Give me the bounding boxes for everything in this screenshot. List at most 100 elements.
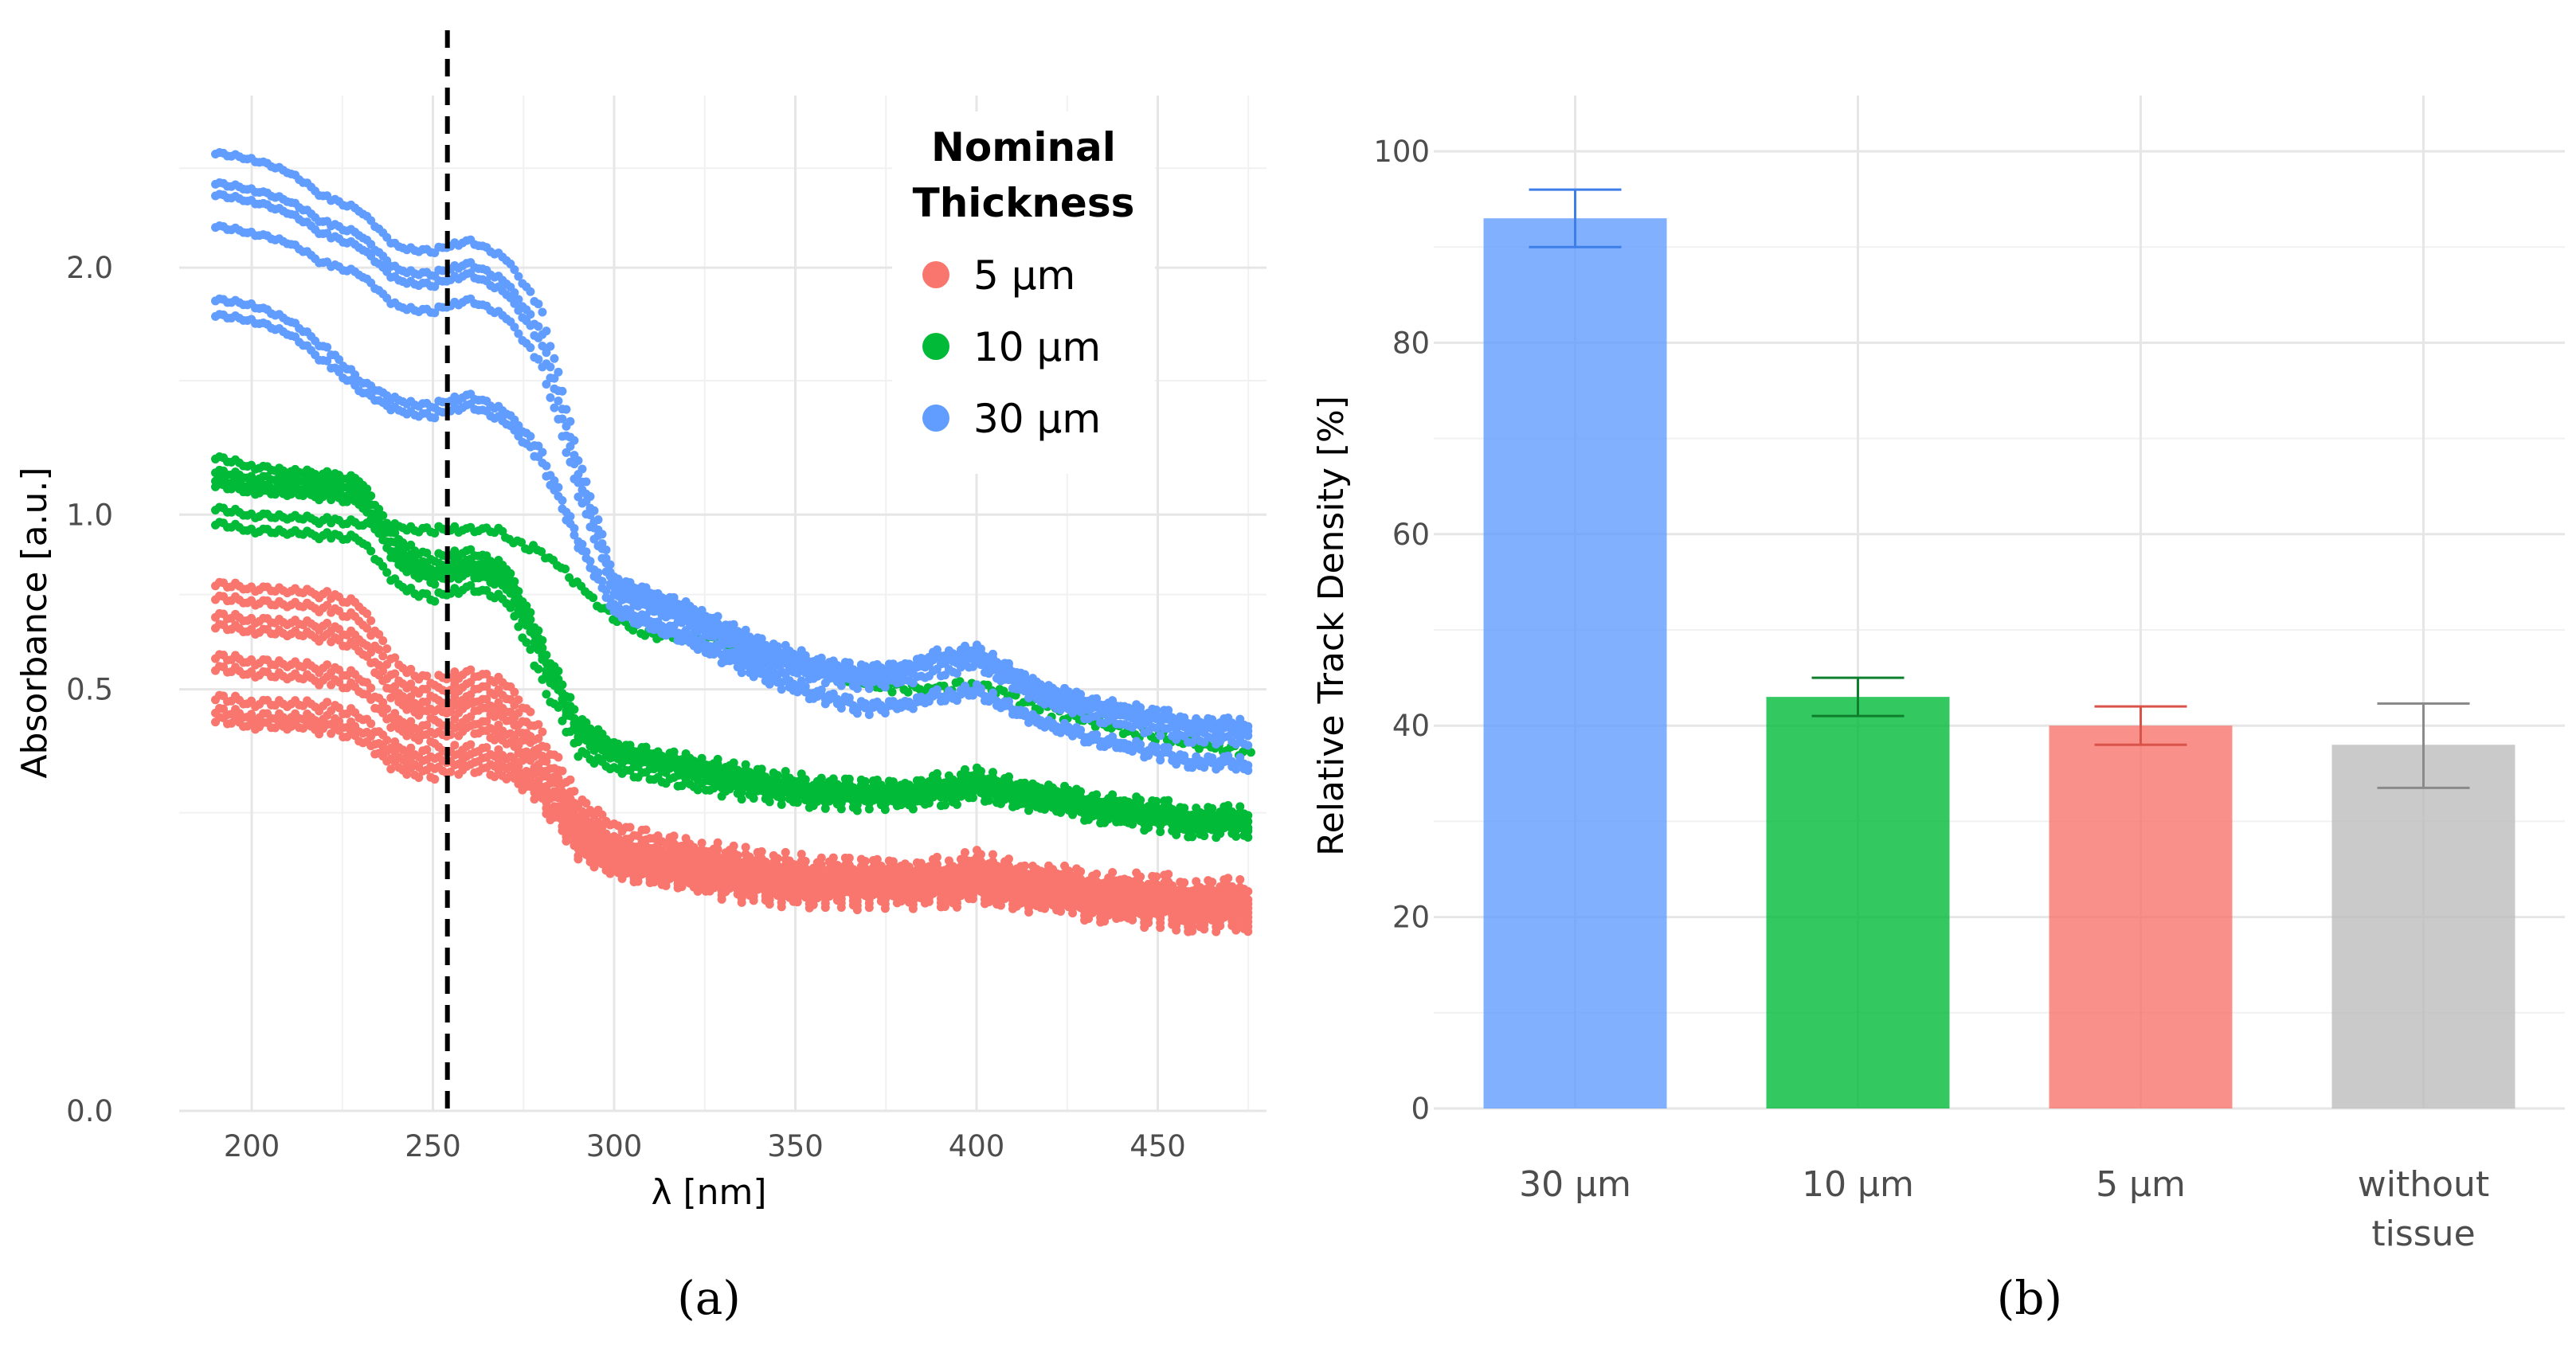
10m-series-point [860,796,870,806]
30m-series-point [526,287,535,296]
5m-series-point [988,857,997,866]
5m-series-point [717,894,726,904]
5m-series-point [422,671,432,681]
5m-series-point [422,755,432,764]
5m-series-point [860,891,870,901]
10m-series-point [852,806,862,815]
5m-series-point [872,889,882,898]
5m-series-point [633,877,643,886]
5m-series-point [733,889,742,899]
5m-series-point [737,897,746,907]
5m-series-point [526,782,535,792]
5m-series-point [510,700,519,710]
5m-series-point [741,850,750,859]
5m-series-point [510,721,519,730]
30m-series-point [577,499,587,508]
5m-series-point [1020,897,1030,907]
30m-series-point [593,542,603,551]
30m-series-point [1004,675,1013,685]
10m-series-point [554,685,563,694]
10m-series-point [382,568,392,577]
5m-series-point [554,765,563,775]
30m-series-point [581,510,591,519]
5m-series-point [482,694,491,704]
5m-series-point [1152,909,1161,918]
5m-series-point [864,903,874,913]
30m-series-point [988,665,997,674]
30m-series-point [713,630,722,639]
5m-series-point [554,753,563,762]
30m-series-point [550,354,559,363]
5m-series-point [362,641,372,651]
5m-series-point [362,609,372,619]
10m-series-point [801,795,810,804]
5m-series-point [406,726,416,736]
5m-series-point [538,727,547,737]
5m-series-point [625,834,635,843]
5m-series-point [924,897,934,906]
5m-series-point [729,841,738,850]
5m-series-point [482,717,491,726]
5m-series-point [816,887,826,897]
5m-series-point [323,660,332,670]
5m-series-point [450,714,460,724]
5m-series-point [820,903,830,913]
5m-series-point [940,902,949,912]
5m-series-point [450,679,460,689]
10m-series-point [844,793,854,803]
30m-series-point [546,393,555,402]
10m-series-point [1231,831,1241,841]
5m-series-point [382,714,392,724]
5m-series-point [697,845,707,854]
30m-series-point [816,662,826,671]
10m-series-point [1188,832,1197,842]
5m-series-point [566,820,575,830]
10m-series-point [430,596,440,606]
5m-series-point [880,904,890,913]
5m-series-point [422,697,432,706]
5m-series-point [1164,906,1173,916]
5m-series-point [1200,925,1209,934]
30m-series-point [570,474,579,483]
5m-series-point [641,835,651,845]
5m-series-point [382,644,392,654]
30m-series-point [1152,714,1161,724]
5m-series-point [797,850,806,859]
5m-series-point [378,636,388,646]
5m-series-point [1092,905,1102,915]
10m-series-point [1180,825,1189,835]
5m-series-point [968,894,977,904]
5m-series-point [406,753,416,763]
10m-series-point [932,782,942,792]
5m-series-point [382,757,392,766]
10m-series-point [1004,792,1013,802]
10m-series-point [669,772,679,782]
5m-series-point [1235,875,1245,885]
5m-series-point [422,706,432,716]
5m-series-point [323,600,332,610]
5m-series-point [482,682,491,691]
5m-series-point [323,629,332,639]
5m-series-point [1152,872,1161,882]
30m-series-point [1152,723,1161,733]
10m-series-point [880,805,890,815]
5m-series-point [323,710,332,720]
5m-series-point [366,659,376,668]
30m-series-point [534,322,543,331]
5m-series-point [988,850,997,859]
30m-series-point [534,354,543,364]
30m-series-point [601,567,611,577]
10m-series-point [1076,807,1086,816]
5m-series-point [526,721,535,730]
5m-series-point [566,807,575,816]
10m-series-point [570,738,579,748]
10m-series-point [430,580,440,589]
5m-series-point [757,884,766,893]
10m-series-point [561,564,570,573]
10m-series-point [542,690,551,699]
5m-series-point [1180,878,1189,887]
5m-series-point [625,868,635,878]
5m-series-point [1108,904,1118,913]
5m-series-point [1172,925,1181,935]
